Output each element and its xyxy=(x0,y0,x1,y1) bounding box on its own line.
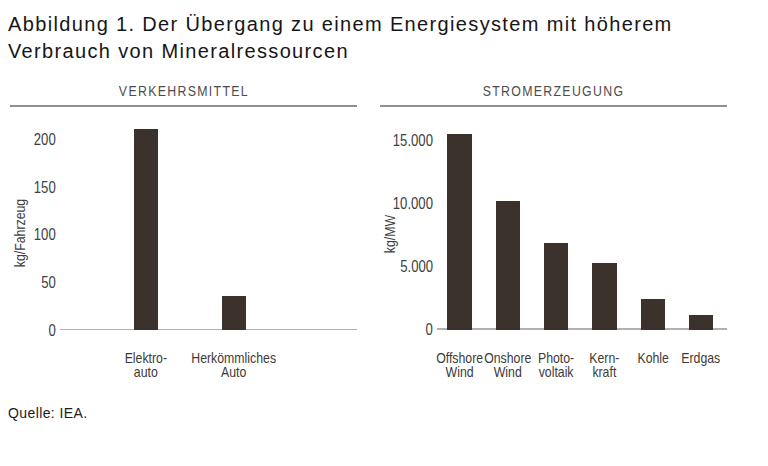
bar xyxy=(641,299,666,330)
y-tick-label: 150 xyxy=(0,179,56,197)
x-axis-line xyxy=(437,328,727,330)
bar xyxy=(496,201,521,329)
bar xyxy=(592,263,617,329)
chart-title: STROMERZEUGUNG xyxy=(380,83,727,99)
bar xyxy=(222,296,246,330)
source-note: Quelle: IEA. xyxy=(8,405,88,421)
y-tick-label: 5.000 xyxy=(363,258,433,276)
y-tick-label: 50 xyxy=(0,274,56,292)
chart-title-rule xyxy=(10,105,357,107)
y-axis-label: kg/Fahrzeug xyxy=(19,233,102,250)
figure-page: Abbildung 1. Der Übergang zu einem Energ… xyxy=(0,0,768,466)
chart-title: VERKEHRSMITTEL xyxy=(10,83,357,99)
chart-title-rule xyxy=(380,105,727,107)
category-label: Erdgas xyxy=(641,351,761,365)
figure-title-line2: Verbrauch von Mineralressourcen xyxy=(8,40,349,63)
figure-title-line1: Abbildung 1. Der Übergang zu einem Energ… xyxy=(8,13,673,36)
y-tick-label: 10.000 xyxy=(363,195,433,213)
category-label: HerkömmlichesAuto xyxy=(174,351,294,378)
y-tick-label: 200 xyxy=(0,131,56,149)
bar xyxy=(544,243,569,330)
bar xyxy=(447,134,472,329)
y-axis-label: kg/MW xyxy=(389,234,436,251)
x-axis-line xyxy=(60,329,357,331)
bar xyxy=(689,315,714,330)
bar xyxy=(134,129,158,330)
y-tick-label: 0 xyxy=(363,321,433,339)
y-tick-label: 15.000 xyxy=(363,132,433,150)
y-tick-label: 0 xyxy=(0,322,56,340)
